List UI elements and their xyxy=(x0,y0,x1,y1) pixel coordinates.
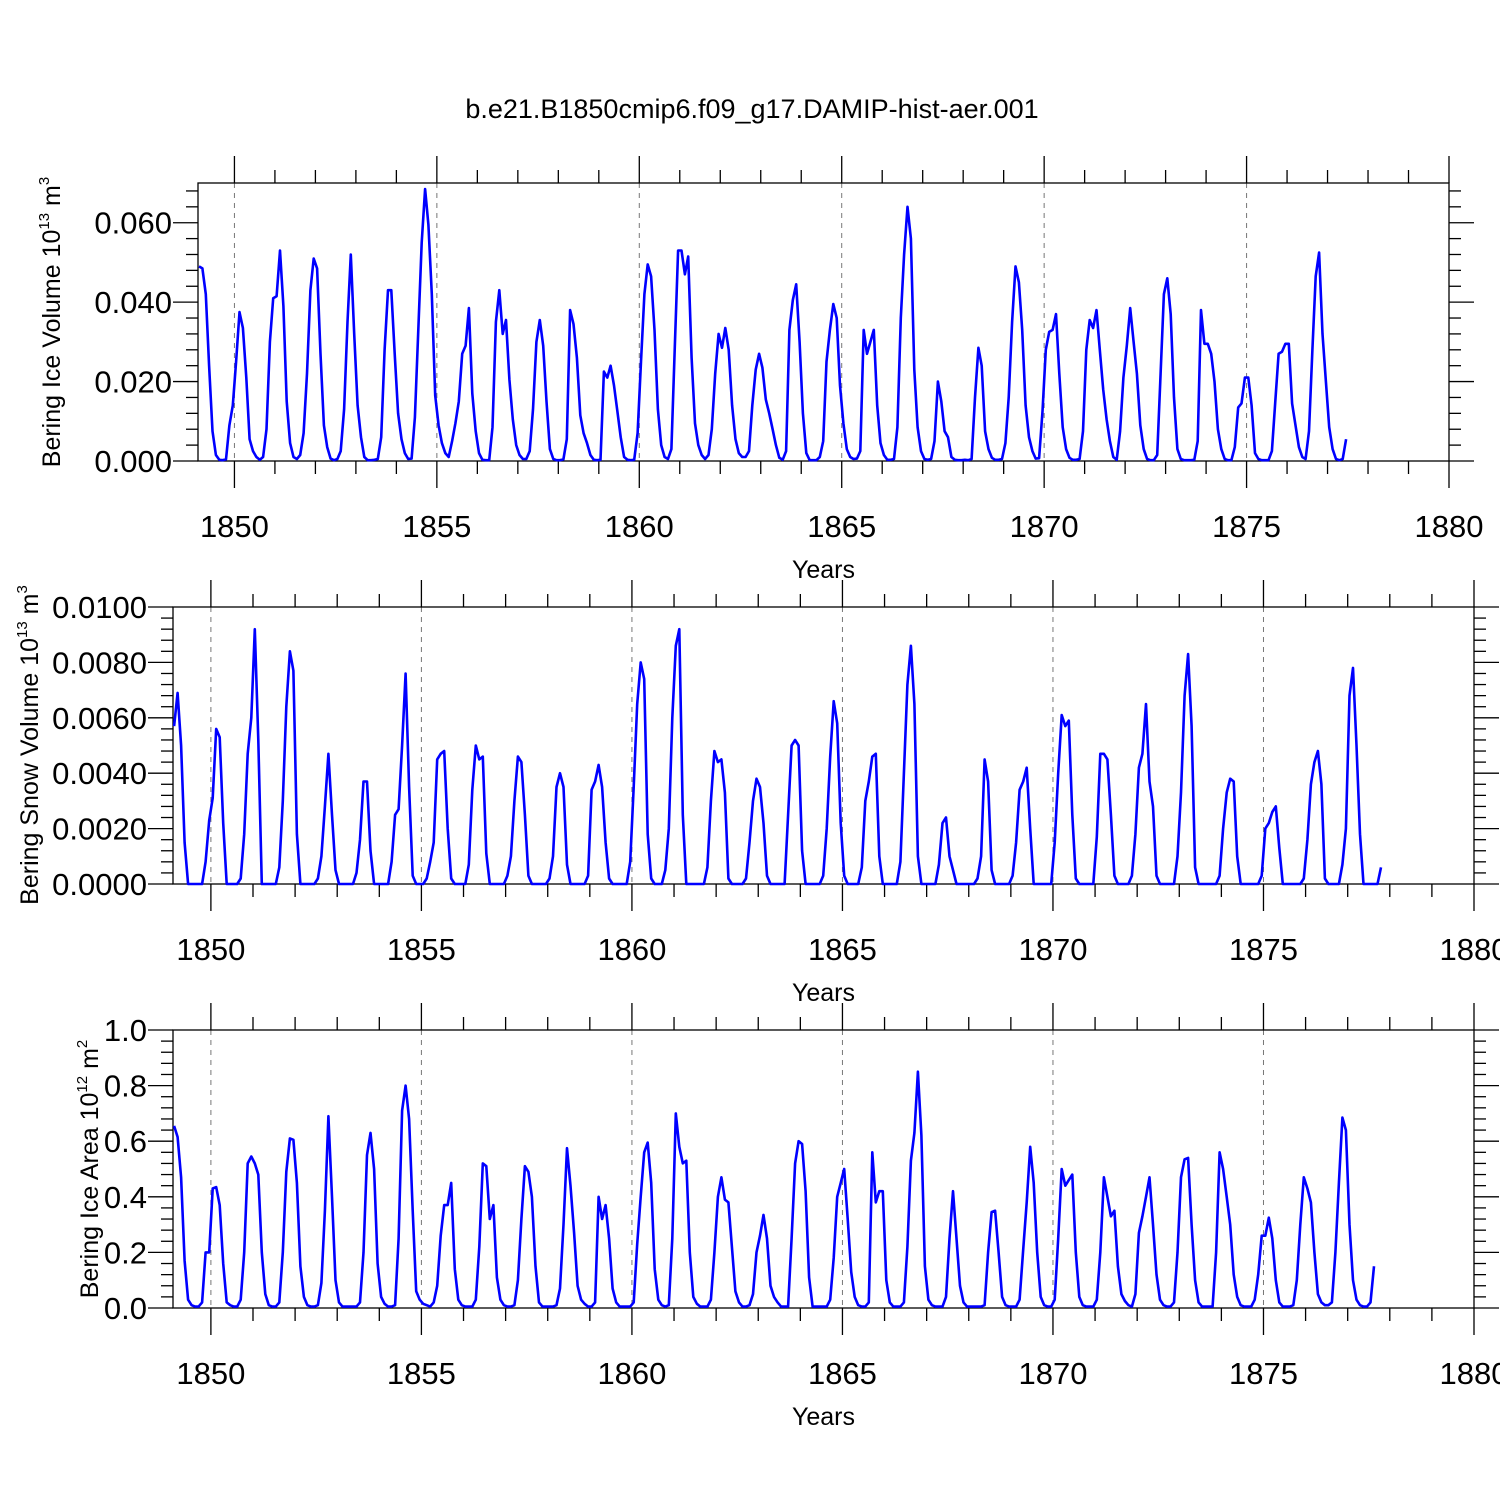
snow-volume-xtick-label: 1860 xyxy=(597,932,666,967)
ice-area-ytick-label: 0.6 xyxy=(104,1124,147,1159)
ice-volume-panel: 1850 1855 1860 1865 1870 1875 1880 0.000 0.020 0.… xyxy=(36,156,1483,584)
ice-area-xtick-label: 1875 xyxy=(1229,1356,1298,1391)
ice-area-ytick-label: 0.4 xyxy=(104,1180,147,1215)
ice-volume-yaxis-label: Bering Ice Volume 1013 m3 xyxy=(36,177,66,467)
snow-volume-ytick-label: 0.0100 xyxy=(52,590,147,625)
ice-volume-xtick-label: 1870 xyxy=(1010,509,1079,544)
ice-volume-xtick-label: 1855 xyxy=(402,509,471,544)
ice-area-ytick-label: 0.0 xyxy=(104,1291,147,1326)
snow-volume-ytick-label: 0.0040 xyxy=(52,756,147,791)
snow-volume-xtick-label: 1875 xyxy=(1229,932,1298,967)
ice-volume-ytick-label: 0.020 xyxy=(94,365,172,400)
ice-volume-xtick-label: 1875 xyxy=(1212,509,1281,544)
ice-volume-xtick-label: 1850 xyxy=(200,509,269,544)
ice-area-panel: 1850 1855 1860 1865 1870 1875 1880 0.0 0.2 0.4 0.6… xyxy=(74,1003,1500,1431)
snow-volume-ytick-label: 0.0080 xyxy=(52,645,147,680)
ice-area-xtick-label: 1855 xyxy=(387,1356,456,1391)
ice-area-series-line-0 xyxy=(172,1070,1376,1308)
ice-volume-series-line-0 xyxy=(198,187,1348,462)
snow-volume-ytick-label: 0.0020 xyxy=(52,812,147,847)
ice-volume-plot-frame xyxy=(197,182,1450,462)
snow-volume-xtick-label: 1850 xyxy=(176,932,245,967)
snow-volume-xtick-label: 1855 xyxy=(387,932,456,967)
ice-volume-xtick-label: 1880 xyxy=(1415,509,1484,544)
ice-area-xtick-label: 1870 xyxy=(1018,1356,1087,1391)
ice-volume-xtick-label: 1860 xyxy=(605,509,674,544)
ice-area-xtick-label: 1860 xyxy=(597,1356,666,1391)
snow-volume-xtick-label: 1865 xyxy=(808,932,877,967)
ice-volume-ytick-label: 0.060 xyxy=(94,206,172,241)
snow-volume-yaxis-label: Bering Snow Volume 1013 m3 xyxy=(14,585,44,905)
ice-area-yaxis-label: Bering Ice Area 1012 m2 xyxy=(74,1040,104,1299)
snow-volume-xtick-label: 1870 xyxy=(1018,932,1087,967)
snow-volume-ytick-label: 0.0000 xyxy=(52,867,147,902)
ice-area-ytick-label: 0.2 xyxy=(104,1235,147,1270)
ice-volume-ytick-label: 0.040 xyxy=(94,285,172,320)
ice-area-plot-frame xyxy=(172,1029,1475,1309)
ice-area-ytick-label: 0.8 xyxy=(104,1069,147,1104)
snow-volume-xtick-label: 1880 xyxy=(1440,932,1500,967)
ice-volume-ytick-label: 0.000 xyxy=(94,444,172,479)
ice-area-ytick-label: 1.0 xyxy=(104,1013,147,1048)
ice-volume-xtick-label: 1865 xyxy=(807,509,876,544)
snow-volume-xaxis-label: Years xyxy=(792,979,855,1007)
snow-volume-plot-frame xyxy=(172,606,1475,885)
snow-volume-series-line-0 xyxy=(172,627,1383,886)
ice-area-xaxis-label: Years xyxy=(792,1403,855,1431)
ice-area-xtick-label: 1865 xyxy=(808,1356,877,1391)
ice-area-xtick-label: 1880 xyxy=(1440,1356,1500,1391)
ice-area-xtick-label: 1850 xyxy=(176,1356,245,1391)
figure-title: b.e21.B1850cmip6.f09_g17.DAMIP-hist-aer.… xyxy=(465,94,1038,124)
snow-volume-ytick-label: 0.0060 xyxy=(52,701,147,736)
snow-volume-panel: 1850 1855 1860 1865 1870 1875 1880 0.0000 0.0020… xyxy=(14,580,1500,1007)
ice-volume-xaxis-label: Years xyxy=(792,556,855,584)
